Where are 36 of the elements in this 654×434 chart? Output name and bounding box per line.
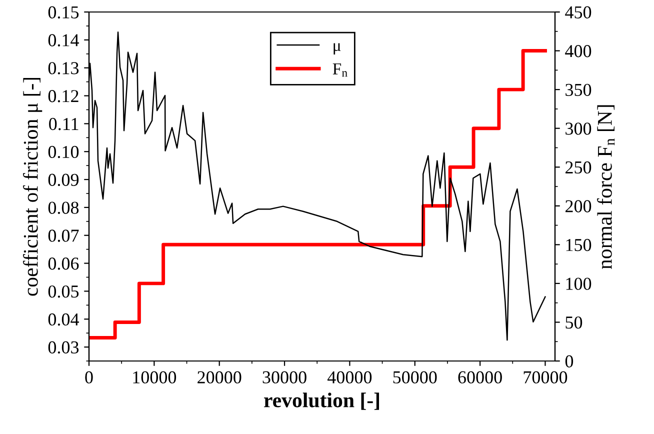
y-tick-label: 0.04 <box>48 313 79 326</box>
y-tick-label: 0.09 <box>48 174 79 186</box>
legend-label: μ <box>334 43 341 54</box>
x-tick-label: 60000 <box>458 371 502 384</box>
y-tick-label: 0.12 <box>48 90 78 102</box>
y-tick-label: 0.15 <box>48 6 79 19</box>
y-tick-label: 0.10 <box>48 146 79 158</box>
y2-tick-label: 50 <box>566 316 582 329</box>
y-tick-label: 0.14 <box>48 34 79 46</box>
y2-tick-label: 250 <box>566 161 592 174</box>
x-tick-label: 0 <box>85 371 93 384</box>
x-tick-label: 20000 <box>198 371 242 384</box>
y2-tick-label: 100 <box>566 278 592 290</box>
y-tick-label: 0.13 <box>48 62 79 74</box>
legend-label: F$_{n}$ <box>332 63 348 77</box>
x-tick-label: 70000 <box>524 371 568 384</box>
x-axis-title: revolution [-] <box>264 392 379 410</box>
x-tick-label: 40000 <box>327 371 372 384</box>
y-tick-label: 0.03 <box>48 341 79 354</box>
x-tick-label: 50000 <box>393 371 437 384</box>
y-tick-label: 0.06 <box>48 258 79 270</box>
y2-tick-label: 300 <box>566 122 592 135</box>
y2-axis-title: normal force F$_{n}$ [N] <box>597 105 615 270</box>
y2-tick-label: 150 <box>566 238 592 252</box>
y2-tick-label: 0 <box>565 355 574 368</box>
x-tick-label: 30000 <box>262 371 306 384</box>
x-tick-label: 10000 <box>133 371 176 384</box>
y-tick-label: 0.05 <box>48 285 79 298</box>
y2-tick-label: 350 <box>566 84 592 96</box>
y2-tick-label: 200 <box>566 200 592 212</box>
y-tick-label: 0.11 <box>49 118 78 130</box>
y2-tick-label: 450 <box>565 6 592 18</box>
y2-tick-label: 400 <box>565 45 592 58</box>
y-axis-title: coefficient of friction μ [-] <box>23 78 42 296</box>
y-tick-label: 0.08 <box>48 202 79 214</box>
y-tick-label: 0.07 <box>48 230 79 242</box>
